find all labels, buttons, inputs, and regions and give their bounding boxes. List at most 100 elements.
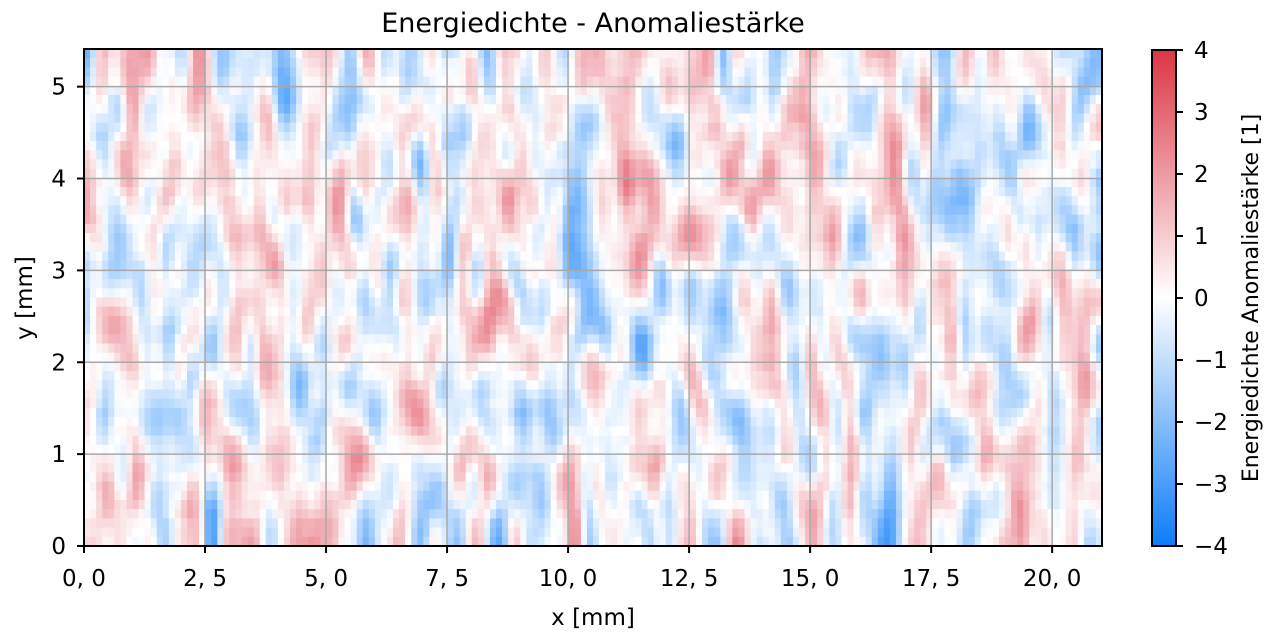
heatmap-cell	[441, 251, 449, 262]
heatmap-cell	[465, 223, 473, 234]
heatmap-cell	[708, 279, 715, 289]
heatmap-cell	[871, 260, 879, 271]
heatmap-cell	[1035, 104, 1043, 115]
heatmap-cell	[180, 113, 188, 124]
heatmap-cell	[823, 58, 830, 69]
heatmap-cell	[689, 150, 697, 161]
heatmap-cell	[1071, 242, 1079, 253]
heatmap-cell	[871, 205, 879, 216]
heatmap-cell	[562, 251, 570, 262]
heatmap-cell	[853, 159, 861, 170]
heatmap-cell	[732, 85, 740, 96]
heatmap-cell	[580, 168, 588, 179]
heatmap-cell	[653, 113, 661, 124]
heatmap-cell	[629, 168, 637, 179]
heatmap-cell	[126, 76, 134, 87]
heatmap-cell	[629, 141, 637, 151]
heatmap-cell	[841, 306, 849, 317]
heatmap-cell	[574, 58, 582, 69]
heatmap-cell	[290, 279, 297, 289]
heatmap-cell	[283, 297, 291, 308]
heatmap-cell	[429, 187, 437, 197]
heatmap-cell	[423, 196, 430, 207]
heatmap-cell	[811, 113, 818, 124]
heatmap-cell	[114, 141, 121, 151]
heatmap-cell	[174, 269, 182, 280]
heatmap-cell	[229, 141, 237, 151]
heatmap-cell	[399, 168, 406, 179]
heatmap-cell	[471, 214, 479, 225]
heatmap-cell	[932, 177, 939, 188]
heatmap-cell	[302, 214, 309, 225]
heatmap-cell	[374, 177, 382, 188]
heatmap-cell	[193, 242, 200, 253]
heatmap-cell	[544, 233, 552, 243]
heatmap-cell	[114, 233, 121, 243]
heatmap-cell	[702, 76, 709, 87]
heatmap-cell	[629, 205, 637, 216]
heatmap-cell	[902, 260, 909, 271]
heatmap-cell	[817, 269, 824, 280]
heatmap-cell	[496, 315, 503, 326]
heatmap-cell	[265, 288, 273, 299]
heatmap-cell	[568, 76, 576, 87]
heatmap-cell	[84, 131, 91, 142]
heatmap-cell	[344, 187, 352, 197]
heatmap-cell	[853, 150, 861, 161]
heatmap-cell	[344, 168, 352, 179]
heatmap-cell	[659, 223, 667, 234]
heatmap-cell	[689, 177, 697, 188]
heatmap-cell	[380, 168, 388, 179]
heatmap-cell	[762, 159, 770, 170]
heatmap-cell	[799, 251, 806, 262]
heatmap-cell	[471, 260, 479, 271]
heatmap-cell	[544, 306, 552, 317]
heatmap-cell	[702, 95, 709, 105]
heatmap-cell	[974, 297, 982, 308]
heatmap-cell	[120, 315, 128, 326]
heatmap-cell	[283, 49, 291, 59]
heatmap-cell	[514, 196, 521, 207]
heatmap-cell	[150, 95, 158, 105]
heatmap-cell	[762, 58, 770, 69]
heatmap-cell	[780, 58, 788, 69]
heatmap-cell	[338, 187, 346, 197]
heatmap-cell	[883, 67, 891, 78]
heatmap-cell	[998, 214, 1006, 225]
heatmap-cell	[405, 205, 412, 216]
heatmap-cell	[683, 251, 691, 262]
heatmap-cell	[90, 85, 97, 96]
heatmap-cell	[290, 269, 297, 280]
heatmap-cell	[574, 306, 582, 317]
heatmap-cell	[944, 251, 952, 262]
heatmap-cell	[877, 58, 885, 69]
heatmap-cell	[562, 159, 570, 170]
heatmap-cell	[895, 251, 903, 262]
heatmap-cell	[653, 269, 661, 280]
heatmap-cell	[296, 196, 303, 207]
heatmap-cell	[538, 49, 546, 59]
heatmap-cell	[647, 260, 655, 271]
heatmap-cell	[865, 242, 873, 253]
heatmap-cell	[902, 85, 909, 96]
heatmap-cell	[623, 288, 630, 299]
heatmap-cell	[817, 306, 824, 317]
heatmap-cell	[932, 297, 939, 308]
heatmap-cell	[247, 168, 255, 179]
heatmap-cell	[835, 260, 843, 271]
heatmap-cell	[556, 315, 564, 326]
heatmap-cell	[956, 141, 964, 151]
heatmap-cell	[883, 168, 891, 179]
heatmap-cell	[356, 159, 364, 170]
heatmap-cell	[386, 168, 394, 179]
heatmap-cell	[859, 95, 867, 105]
heatmap-cell	[235, 76, 243, 87]
heatmap-cell	[580, 260, 588, 271]
heatmap-cell	[477, 113, 485, 124]
heatmap-cell	[302, 159, 309, 170]
heatmap-cell	[750, 306, 758, 317]
heatmap-cell	[290, 306, 297, 317]
heatmap-cell	[599, 58, 606, 69]
heatmap-cell	[308, 205, 315, 216]
heatmap-cell	[889, 306, 897, 317]
